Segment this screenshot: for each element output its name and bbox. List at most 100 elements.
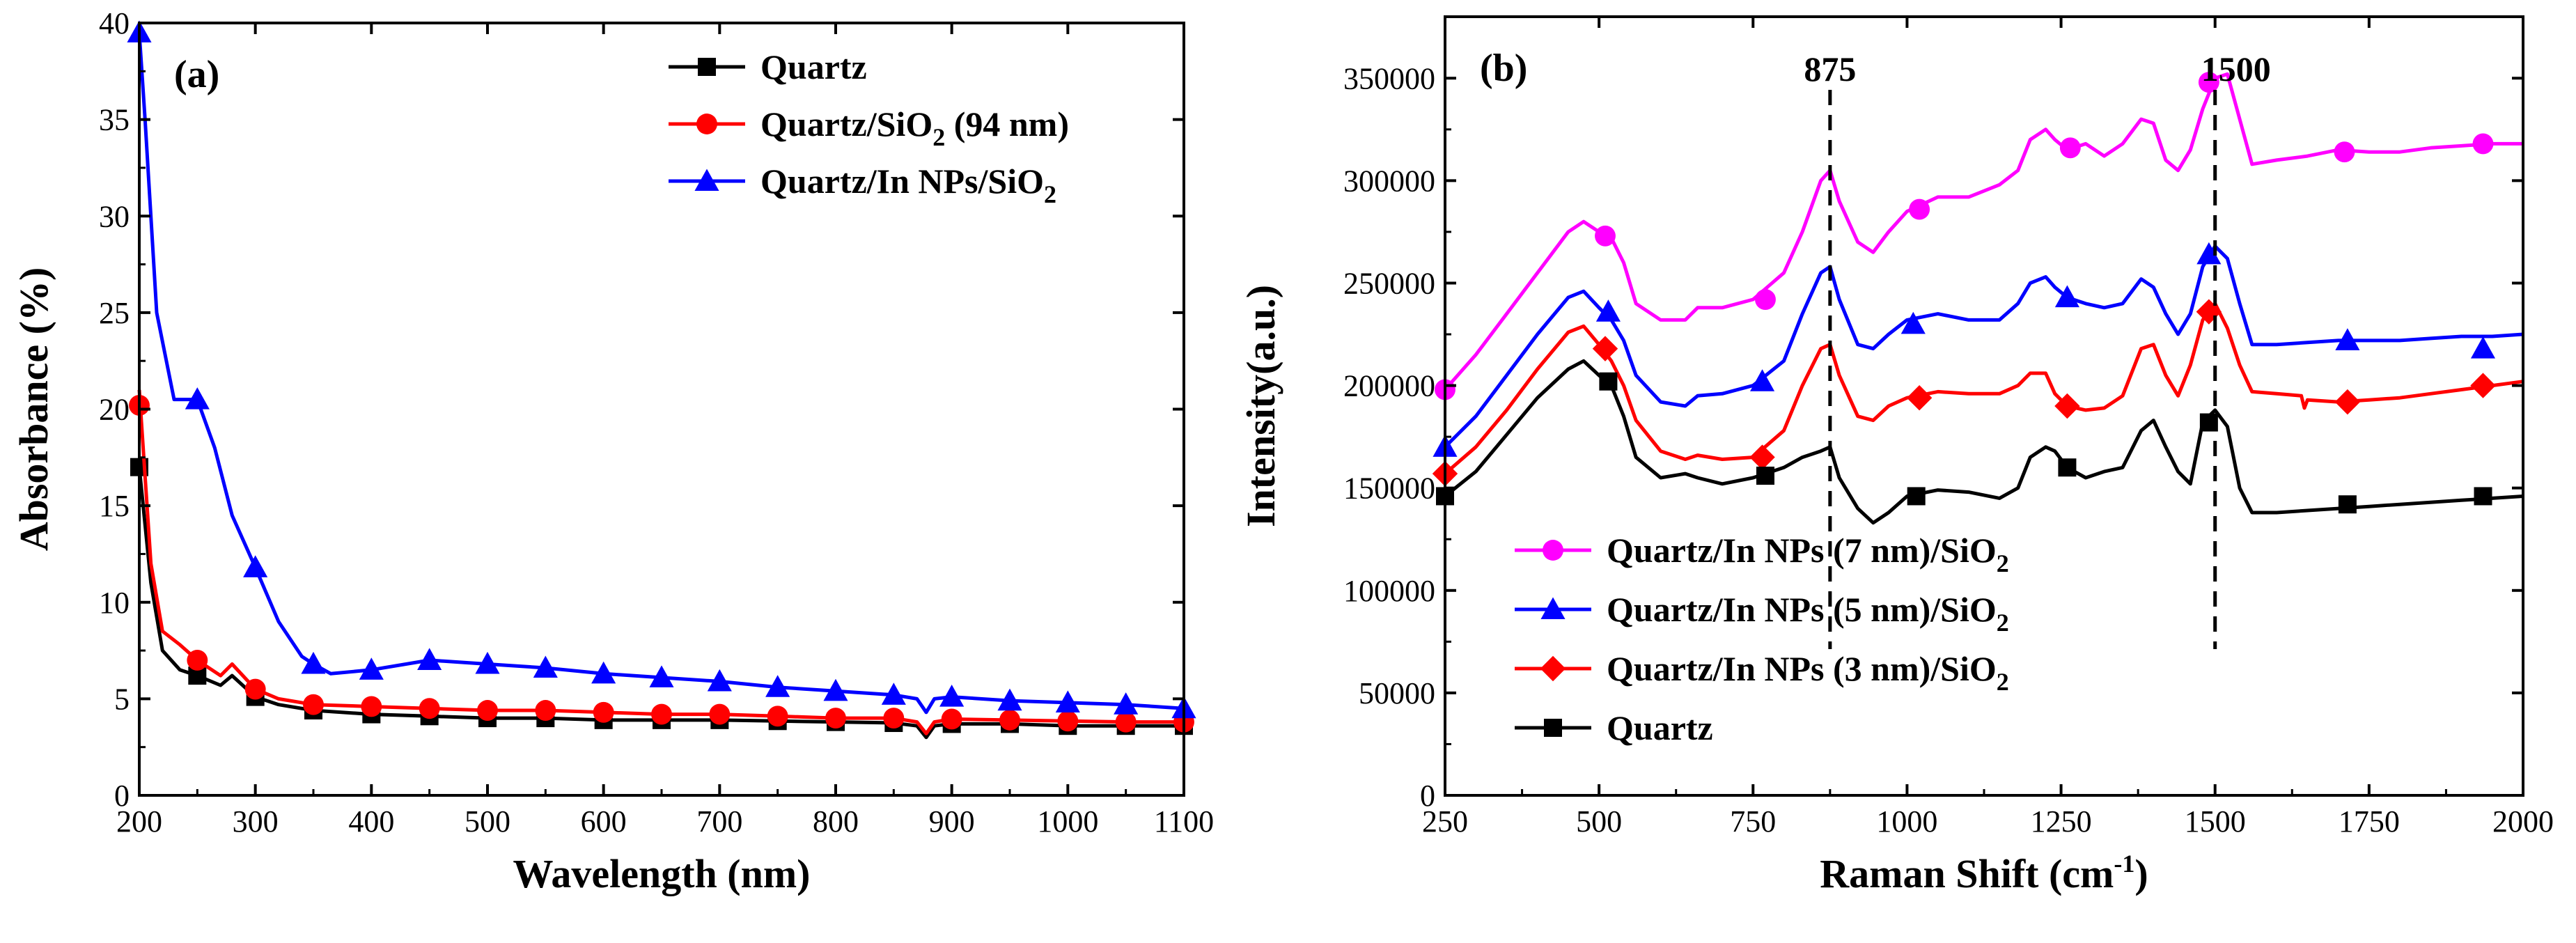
data-point (419, 698, 440, 719)
data-point (477, 700, 498, 721)
data-point (997, 688, 1022, 711)
x-tick-label: 1500 (2185, 804, 2246, 839)
x-tick-label: 300 (233, 804, 279, 839)
data-point (1055, 690, 1080, 712)
data-point (2196, 299, 2222, 325)
x-tick-label: 800 (813, 804, 859, 839)
y-tick-label: 200000 (1343, 369, 1435, 403)
series-line (137, 467, 1184, 740)
data-point (361, 696, 382, 717)
series-1 (1433, 242, 2524, 457)
legend-entry: Quartz/In NPs (3 nm)/SiO2 (1607, 649, 2009, 696)
data-point (1909, 198, 1930, 220)
data-point (825, 708, 846, 729)
y-tick-label: 40 (99, 6, 130, 40)
data-point (2334, 389, 2361, 415)
panel-label: (b) (1480, 47, 1527, 90)
data-point (767, 706, 788, 727)
data-point (244, 678, 266, 700)
data-point (2198, 72, 2219, 93)
legend-entry-sub: 2 (1997, 609, 2009, 637)
data-point (593, 701, 614, 723)
data-point (1114, 692, 1139, 715)
legend-entry-suffix: (94 nm) (945, 104, 1069, 143)
legend-swatch-marker (1543, 540, 1563, 561)
data-point (707, 669, 732, 692)
y-tick-label: 25 (99, 296, 130, 330)
legend-entry: Quartz (1607, 708, 1713, 747)
data-point (941, 708, 962, 730)
series-1 (129, 389, 1194, 735)
x-tick-label: 750 (1730, 804, 1776, 839)
series-line (1444, 72, 2523, 391)
x-tick-label: 1250 (2031, 804, 2092, 839)
data-point (649, 665, 674, 687)
data-point (185, 387, 210, 410)
data-point (1900, 311, 1926, 334)
legend-entry-name: Quartz/In NPs (7 nm)/SiO (1607, 531, 1997, 570)
data-point (1592, 336, 1618, 361)
y-tick-label: 100000 (1343, 574, 1435, 608)
data-point (2058, 458, 2077, 477)
y-tick-label: 350000 (1343, 61, 1435, 95)
chart-a: 200 300 400 500 600 700 800 900 1000 1100 0 5 10 15 20… (11, 6, 1214, 896)
x-tick-label: 1100 (1154, 804, 1214, 839)
data-point (187, 649, 208, 671)
y-tick-label: 50000 (1359, 676, 1435, 710)
x-tick-label: 500 (465, 804, 510, 839)
legend-swatch-marker (1544, 719, 1562, 737)
data-point (417, 648, 442, 670)
legend-entry-sub: 2 (932, 123, 945, 151)
series-line (1444, 359, 2524, 525)
y-tick-label: 150000 (1343, 472, 1435, 506)
series-2 (1432, 299, 2524, 487)
legend-entry-name: Quartz (1607, 708, 1713, 747)
x-axis-title: Wavelength (nm) (513, 851, 811, 896)
legend-entry-name: Quartz/In NPs (5 nm)/SiO (1607, 590, 1997, 629)
data-point (765, 675, 790, 697)
data-point (883, 708, 905, 729)
data-point (881, 683, 906, 705)
x-tick-label: 600 (581, 804, 627, 839)
legend-entry-name: Quartz/In NPs (3 nm)/SiO (1607, 649, 1997, 688)
x-axis-title-sup: -1 (2114, 850, 2134, 878)
series-line (1444, 244, 2524, 449)
y-tick-label: 15 (99, 489, 130, 523)
y-axis-title: Absorbance (%) (11, 267, 56, 552)
data-point (2335, 328, 2360, 350)
data-point (359, 657, 384, 680)
x-tick-label: 200 (116, 804, 162, 839)
data-point (1749, 444, 1775, 470)
data-point (591, 661, 616, 684)
series-3 (1436, 359, 2524, 525)
x-tick-label: 2000 (2492, 804, 2554, 839)
data-point (2054, 393, 2080, 419)
legend-swatch-marker (694, 169, 719, 192)
data-point (823, 678, 848, 701)
legend-entry-sub: 2 (1997, 668, 2009, 696)
data-point (2334, 141, 2355, 163)
data-point (709, 703, 731, 725)
x-tick-label: 250 (1422, 804, 1468, 839)
x-axis-title-main: Raman Shift (cm (1820, 851, 2114, 896)
legend-entry: Quartz/In NPs (5 nm)/SiO2 (1607, 590, 2009, 637)
chart-b: 875 1500 250 500 750 1000 1250 1500 1750 2000 0 500… (1238, 15, 2554, 896)
x-tick-label: 1750 (2339, 804, 2400, 839)
series-line (137, 32, 1185, 715)
x-tick-label: 900 (929, 804, 975, 839)
data-point (1057, 710, 1079, 732)
data-point (939, 685, 965, 707)
data-point (1755, 289, 1776, 310)
x-tick-label: 700 (696, 804, 742, 839)
y-tick-label: 300000 (1343, 164, 1435, 198)
legend-swatch-marker (696, 114, 717, 134)
data-point (2338, 495, 2357, 514)
data-point (2472, 133, 2494, 155)
y-tick-label: 0 (114, 779, 130, 813)
annotation-label: 875 (1804, 49, 1856, 88)
y-tick-label: 30 (99, 199, 130, 233)
x-axis-title: Raman Shift (cm-1) (1820, 850, 2148, 896)
data-point (243, 555, 268, 577)
